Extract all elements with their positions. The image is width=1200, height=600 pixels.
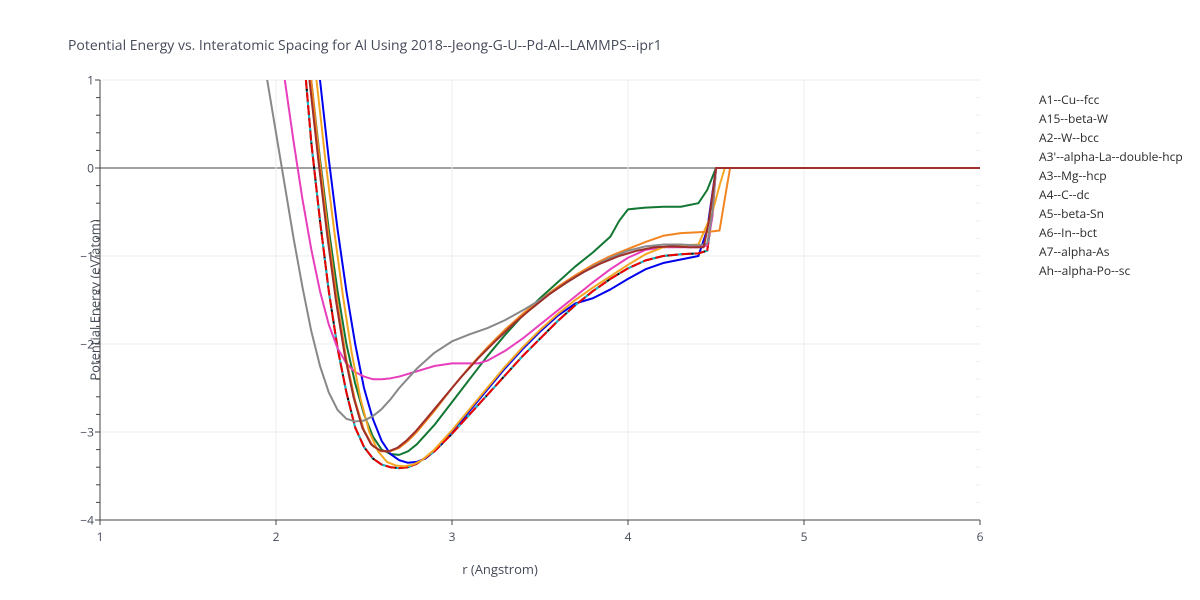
legend-label: A5--beta-Sn: [1039, 205, 1104, 222]
x-tick-label: 3: [449, 528, 456, 545]
legend-label: A15--beta-W: [1039, 110, 1108, 127]
legend-label: A3'--alpha-La--double-hcp: [1039, 148, 1183, 165]
legend-swatch: [1005, 251, 1033, 253]
y-tick-label: 0: [66, 160, 94, 177]
legend-swatch: [1005, 213, 1033, 215]
legend[interactable]: A1--Cu--fcc A15--beta-W A2--W--bcc A3'--alp…: [1005, 90, 1183, 280]
legend-swatch: [1005, 99, 1033, 101]
y-tick-label: −4: [66, 512, 94, 529]
legend-label: A3--Mg--hcp: [1039, 167, 1107, 184]
legend-item[interactable]: Ah--alpha-Po--sc: [1005, 261, 1183, 280]
legend-item[interactable]: A3'--alpha-La--double-hcp: [1005, 147, 1183, 166]
legend-item[interactable]: A3--Mg--hcp: [1005, 166, 1183, 185]
legend-swatch: [1005, 156, 1033, 158]
plot-area[interactable]: [100, 80, 980, 520]
legend-item[interactable]: A7--alpha-As: [1005, 242, 1183, 261]
x-tick-label: 6: [977, 528, 984, 545]
legend-swatch: [1005, 194, 1033, 196]
legend-item[interactable]: A15--beta-W: [1005, 109, 1183, 128]
y-tick-label: −1: [66, 248, 94, 265]
y-tick-label: −3: [66, 424, 94, 441]
legend-item[interactable]: A6--In--bct: [1005, 223, 1183, 242]
y-tick-label: 1: [66, 72, 94, 89]
legend-label: A7--alpha-As: [1039, 243, 1109, 260]
legend-item[interactable]: A2--W--bcc: [1005, 128, 1183, 147]
legend-swatch: [1005, 118, 1033, 120]
x-axis-label: r (Angstrom): [0, 560, 1000, 578]
legend-swatch: [1005, 175, 1033, 177]
chart-container: Potential Energy vs. Interatomic Spacing…: [0, 0, 1200, 600]
legend-label: A2--W--bcc: [1039, 129, 1099, 146]
legend-swatch: [1005, 232, 1033, 234]
legend-item[interactable]: A1--Cu--fcc: [1005, 90, 1183, 109]
legend-label: A4--C--dc: [1039, 186, 1090, 203]
x-tick-label: 2: [273, 528, 280, 545]
legend-item[interactable]: A5--beta-Sn: [1005, 204, 1183, 223]
legend-item[interactable]: A4--C--dc: [1005, 185, 1183, 204]
legend-label: A1--Cu--fcc: [1039, 91, 1099, 108]
legend-label: A6--In--bct: [1039, 224, 1097, 241]
x-tick-label: 5: [801, 528, 808, 545]
legend-swatch: [1005, 137, 1033, 139]
legend-swatch: [1005, 270, 1033, 272]
y-tick-label: −2: [66, 336, 94, 353]
legend-label: Ah--alpha-Po--sc: [1039, 262, 1130, 279]
x-tick-label: 4: [625, 528, 632, 545]
x-tick-label: 1: [97, 528, 104, 545]
chart-title: Potential Energy vs. Interatomic Spacing…: [68, 36, 662, 55]
